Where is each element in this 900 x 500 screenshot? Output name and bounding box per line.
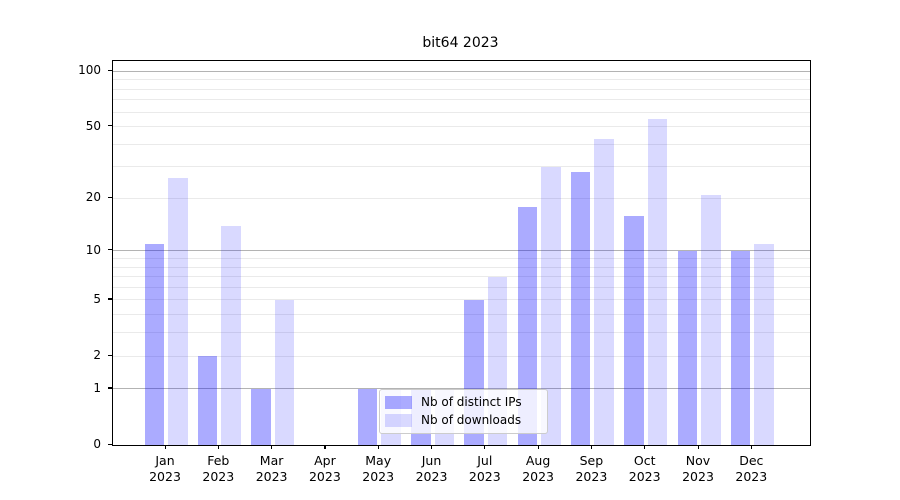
- bar-distinct-ips: [730, 250, 751, 445]
- bar-downloads: [168, 178, 188, 445]
- grid-line: [113, 111, 810, 113]
- legend-swatch-downloads-icon: [385, 413, 412, 427]
- y-tick-label: 2: [93, 348, 101, 363]
- legend-label-downloads: Nb of downloads: [421, 412, 522, 427]
- y-tick-mark: [108, 196, 112, 199]
- grid-line: [113, 355, 810, 357]
- x-tick-label: Nov 2023: [682, 453, 714, 484]
- x-tick-label: Sep 2023: [575, 453, 608, 484]
- legend-item-downloads: Nb of downloads: [385, 413, 521, 427]
- x-tick-mark: [590, 445, 593, 449]
- y-tick-mark: [108, 298, 112, 300]
- bar-downloads: [754, 243, 774, 445]
- x-tick-label: Jun 2023: [415, 453, 448, 484]
- bar-downloads: [647, 118, 668, 445]
- grid-line: [113, 299, 810, 301]
- grid-line: [113, 99, 810, 101]
- bar-distinct-ips: [677, 250, 697, 445]
- bar-distinct-ips: [570, 172, 591, 445]
- x-tick-label: Dec 2023: [735, 453, 768, 484]
- y-tick-mark: [108, 443, 112, 445]
- grid-line: [113, 250, 810, 252]
- bar-downloads: [701, 194, 721, 445]
- legend-label-distinct-ips: Nb of distinct IPs: [421, 394, 522, 409]
- grid-line: [113, 276, 810, 278]
- x-tick-mark: [217, 445, 219, 449]
- x-tick-mark: [324, 445, 326, 449]
- y-tick-label: 0: [93, 437, 101, 451]
- chart-title: bit64 2023: [422, 35, 499, 51]
- bar-distinct-ips: [197, 356, 218, 445]
- bar-distinct-ips: [517, 206, 538, 445]
- y-tick-label: 1: [93, 380, 101, 395]
- x-tick-label: Oct 2023: [628, 453, 661, 484]
- x-tick-mark: [697, 445, 699, 449]
- grid-line: [113, 314, 810, 316]
- y-tick-mark: [108, 249, 112, 251]
- grid-line: [113, 79, 810, 81]
- x-tick-mark: [537, 445, 539, 449]
- grid-line: [113, 258, 810, 259]
- grid-line: [113, 332, 810, 334]
- x-tick-label: Jan 2023: [149, 453, 181, 484]
- bar-distinct-ips: [251, 388, 271, 445]
- y-tick-mark: [108, 387, 112, 389]
- x-tick-label: May 2023: [362, 453, 395, 484]
- legend-item-distinct-ips: Nb of distinct IPs: [385, 395, 522, 409]
- grid-line: [113, 388, 810, 390]
- bar-distinct-ips: [624, 215, 644, 445]
- x-tick-mark: [431, 445, 433, 449]
- x-tick-mark: [377, 445, 379, 449]
- bar-distinct-ips: [357, 388, 378, 445]
- y-tick-label: 10: [85, 242, 101, 257]
- grid-line: [113, 88, 810, 90]
- x-tick-label: Feb 2023: [202, 453, 235, 484]
- grid-line: [113, 266, 810, 268]
- grid-line: [113, 126, 810, 128]
- x-tick-mark: [164, 445, 166, 449]
- y-tick-label: 50: [85, 118, 101, 133]
- y-tick-mark: [108, 125, 112, 127]
- grid-line: [113, 166, 810, 168]
- bar-downloads: [594, 138, 614, 445]
- legend-swatch-ips-icon: [385, 395, 412, 409]
- x-tick-mark: [271, 445, 273, 449]
- x-tick-label: Mar 2023: [255, 453, 288, 484]
- y-tick-label: 20: [85, 190, 101, 205]
- bar-downloads: [274, 299, 295, 445]
- y-tick-label: 100: [78, 63, 101, 78]
- grid-line: [113, 143, 810, 145]
- grid-line: [113, 197, 810, 199]
- x-tick-mark: [750, 445, 752, 449]
- bar-downloads: [221, 225, 241, 445]
- x-tick-mark: [644, 445, 646, 449]
- x-tick-label: Aug 2023: [522, 453, 554, 484]
- bar-downloads: [541, 166, 561, 445]
- bar-distinct-ips: [144, 243, 164, 445]
- y-tick-label: 5: [93, 291, 101, 306]
- x-tick-label: Jul 2023: [468, 453, 501, 484]
- grid-line: [113, 70, 810, 72]
- legend: Nb of distinct IPs Nb of downloads: [379, 389, 548, 434]
- y-tick-mark: [108, 354, 112, 356]
- grid-line: [113, 286, 810, 288]
- y-tick-mark: [108, 69, 112, 71]
- x-tick-mark: [484, 445, 486, 449]
- x-tick-label: Apr 2023: [308, 453, 341, 484]
